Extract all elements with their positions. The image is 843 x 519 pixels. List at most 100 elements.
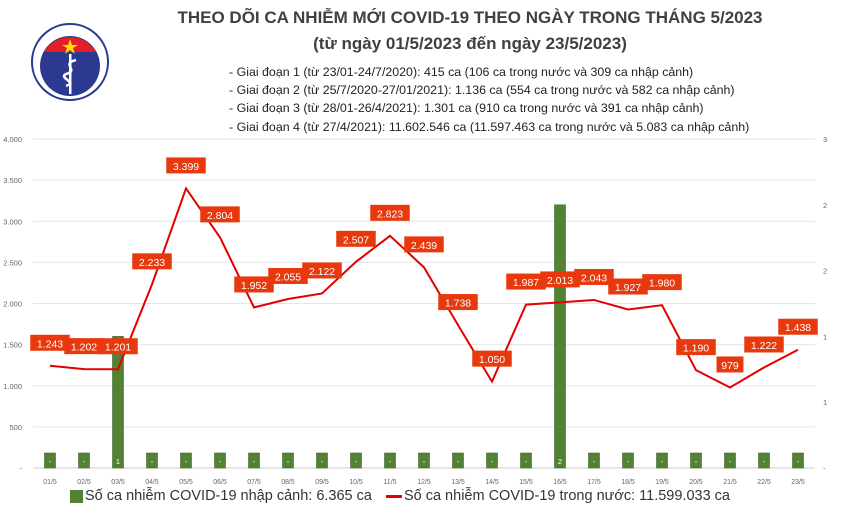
- x-tick-label: 20/5: [689, 479, 703, 486]
- legend-label-bar: Số ca nhiễm COVID-19 nhập cảnh: 6.365 ca: [85, 488, 372, 504]
- x-tick-label: 02/5: [77, 479, 91, 486]
- x-tick-label: 11/5: [383, 479, 396, 486]
- note-line: - Giai đoạn 3 (từ 28/01-26/4/2021): 1.30…: [229, 101, 704, 116]
- line-data-label: 1.927: [615, 282, 641, 294]
- x-tick-label: 05/5: [179, 479, 193, 486]
- line-data-label: 1.190: [683, 343, 709, 355]
- x-tick-label: 13/5: [451, 479, 465, 486]
- line-data-label-box: [676, 339, 716, 356]
- bar-data-label: -: [151, 457, 154, 466]
- legend-swatch-line: [385, 494, 402, 498]
- bar: [724, 452, 736, 469]
- y-left-tick-label: 4.000: [3, 135, 22, 144]
- x-tick-label: 16/5: [553, 479, 567, 486]
- note-line: - Giai đoạn 4 (từ 27/4/2021): 11.602.546…: [229, 119, 750, 134]
- x-tick-label: 23/5: [791, 479, 805, 486]
- y-right-tick-label: 1: [823, 398, 827, 407]
- bar: [384, 452, 396, 469]
- bar: [656, 452, 668, 469]
- y-right-tick-label: 1: [823, 332, 827, 341]
- bar-data-label: 1: [116, 457, 120, 466]
- line-data-label-box: [302, 262, 342, 279]
- bar-data-label: -: [593, 457, 596, 466]
- line-data-label-box: [336, 230, 376, 247]
- line-data-label: 2.804: [207, 210, 233, 222]
- x-tick-label: 19/5: [655, 479, 669, 486]
- y-right-tick-label: 2: [823, 201, 827, 210]
- line-data-label: 2.013: [547, 275, 573, 287]
- line-data-label: 1.202: [71, 342, 97, 354]
- x-tick-label: 21/5: [723, 479, 737, 486]
- y-left-tick-label: -: [20, 464, 23, 473]
- bar: [248, 452, 260, 469]
- x-tick-label: 01/5: [43, 479, 57, 486]
- x-tick-label: 09/5: [315, 479, 329, 486]
- bar-data-label: -: [491, 457, 494, 466]
- line-data-label: 1.222: [751, 340, 777, 352]
- line-data-label-box: [404, 236, 444, 253]
- bar-data-label: -: [457, 457, 460, 466]
- line-data-label-box: [234, 276, 274, 293]
- bar: [554, 204, 566, 469]
- bar: [350, 452, 362, 469]
- line-data-label-box: [608, 278, 648, 295]
- legend: Số ca nhiễm COVID-19 nhập cảnh: 6.365 ca…: [70, 488, 730, 504]
- bar-data-label: -: [423, 457, 426, 466]
- line-data-label: 2.439: [411, 240, 437, 252]
- bar-data-label: -: [83, 457, 86, 466]
- line-data-label: 2.122: [309, 266, 335, 278]
- x-tick-label: 17/5: [587, 479, 601, 486]
- bar: [588, 452, 600, 469]
- x-tick-label: 08/5: [281, 479, 295, 486]
- x-tick-label: 04/5: [145, 479, 159, 486]
- bar-data-label: -: [729, 457, 732, 466]
- line-data-label: 979: [721, 360, 739, 372]
- bar: [180, 452, 192, 469]
- bar: [282, 452, 294, 469]
- x-tick-label: 18/5: [621, 479, 635, 486]
- line-data-label: 3.399: [173, 161, 199, 173]
- bar-data-label: -: [49, 457, 52, 466]
- x-tick-label: 07/5: [247, 479, 261, 486]
- line-data-label: 2.823: [377, 208, 403, 220]
- line-data-label-box: [506, 273, 546, 290]
- legend-swatch-bar: [70, 489, 83, 503]
- line-data-label-box: [370, 204, 410, 221]
- bar-data-label: -: [525, 457, 528, 466]
- line-data-label-box: [540, 271, 580, 288]
- line-data-label: 2.055: [275, 271, 301, 283]
- line-data-label-box: [778, 318, 818, 335]
- line-data-label-box: [744, 336, 784, 353]
- y-right-tick-label: 3: [823, 135, 827, 144]
- line-data-label: 2.043: [581, 272, 607, 284]
- bar-data-label: -: [355, 457, 358, 466]
- line-data-label: 2.233: [139, 257, 165, 269]
- bar-data-label: -: [661, 457, 664, 466]
- line-data-label: 1.438: [785, 322, 811, 334]
- line-data-label: 1.952: [241, 280, 267, 292]
- y-left-tick-label: 1.000: [3, 382, 22, 391]
- bar: [146, 452, 158, 469]
- bar: [452, 452, 464, 469]
- line-data-label: 1.243: [37, 338, 63, 350]
- x-tick-label: 14/5: [485, 479, 499, 486]
- y-left-tick-label: 2.000: [3, 300, 22, 309]
- bar: [486, 452, 498, 469]
- bar-data-label: -: [321, 457, 324, 466]
- bar: [44, 452, 56, 469]
- line-data-label: 1.201: [105, 342, 131, 354]
- line-data-label: 1.050: [479, 354, 505, 366]
- bar-data-label: 2: [558, 457, 562, 466]
- chart-title: THEO DÕI CA NHIỄM MỚI COVID-19 THEO NGÀY…: [177, 8, 763, 27]
- bar: [112, 336, 124, 469]
- x-tick-label: 10/5: [349, 479, 363, 486]
- bar-data-label: -: [219, 457, 222, 466]
- bar: [316, 452, 328, 469]
- note-line: - Giai đoạn 2 (từ 25/7/2020-27/01/2021):…: [229, 83, 735, 98]
- line-data-label-box: [98, 338, 138, 355]
- line-data-label-box: [716, 356, 744, 373]
- bar: [418, 452, 430, 469]
- y-left-tick-label: 500: [9, 423, 22, 432]
- line-data-label-box: [166, 157, 206, 174]
